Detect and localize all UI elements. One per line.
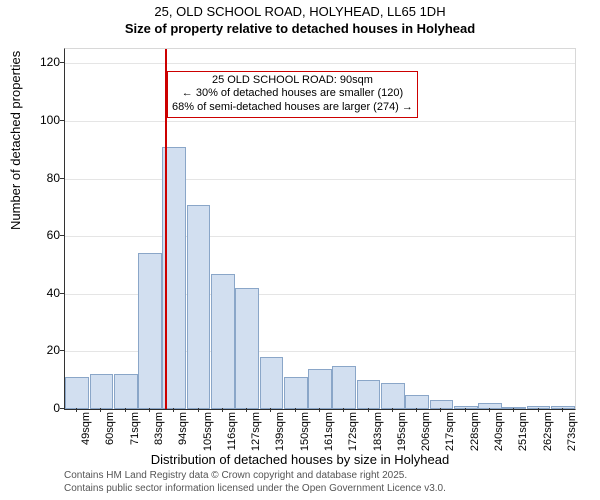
- histogram-bar: [357, 380, 381, 409]
- x-tick-mark: [173, 408, 174, 412]
- x-tick-mark: [198, 408, 199, 412]
- x-tick-label: 262sqm: [542, 412, 554, 451]
- x-tick-label: 273sqm: [566, 412, 578, 451]
- y-tick-mark: [60, 235, 64, 236]
- x-tick-label: 161sqm: [323, 412, 335, 451]
- y-tick-mark: [60, 120, 64, 121]
- histogram-bar: [405, 395, 429, 409]
- y-tick-mark: [60, 178, 64, 179]
- histogram-bar: [308, 369, 332, 409]
- histogram-bar: [260, 357, 284, 409]
- x-tick-label: 94sqm: [177, 412, 189, 445]
- x-tick-mark: [76, 408, 77, 412]
- title-line-2: Size of property relative to detached ho…: [125, 21, 475, 36]
- plot-area: 25 OLD SCHOOL ROAD: 90sqm← 30% of detach…: [64, 48, 576, 410]
- x-tick-mark: [538, 408, 539, 412]
- gridline: [65, 236, 575, 237]
- x-tick-label: 116sqm: [226, 412, 238, 450]
- y-axis-title: Number of detached properties: [8, 51, 23, 230]
- x-tick-mark: [222, 408, 223, 412]
- histogram-bar: [551, 406, 575, 409]
- x-tick-label: 150sqm: [299, 412, 311, 451]
- x-tick-label: 49sqm: [80, 412, 92, 445]
- histogram-bar: [90, 374, 114, 409]
- x-tick-mark: [100, 408, 101, 412]
- y-tick-label: 40: [30, 286, 60, 300]
- x-tick-label: 71sqm: [129, 412, 141, 445]
- histogram-bar: [235, 288, 259, 409]
- x-tick-mark: [125, 408, 126, 412]
- gridline: [65, 179, 575, 180]
- histogram-bar: [211, 274, 235, 409]
- title-line-1: 25, OLD SCHOOL ROAD, HOLYHEAD, LL65 1DH: [154, 4, 445, 19]
- x-tick-mark: [149, 408, 150, 412]
- y-tick-label: 100: [30, 113, 60, 127]
- x-tick-label: 105sqm: [202, 412, 214, 451]
- footer-note: Contains HM Land Registry data © Crown c…: [64, 470, 446, 495]
- histogram-bar: [114, 374, 138, 409]
- x-tick-mark: [368, 408, 369, 412]
- histogram-bar: [454, 406, 478, 409]
- histogram-bar: [138, 253, 162, 409]
- y-tick-mark: [60, 408, 64, 409]
- y-tick-mark: [60, 350, 64, 351]
- x-tick-label: 228sqm: [469, 412, 481, 451]
- footer-line-1: Contains HM Land Registry data © Crown c…: [64, 470, 407, 481]
- x-tick-label: 240sqm: [493, 412, 505, 451]
- x-tick-mark: [343, 408, 344, 412]
- x-tick-label: 206sqm: [420, 412, 432, 451]
- histogram-bar: [187, 205, 211, 409]
- y-tick-label: 120: [30, 55, 60, 69]
- y-tick-label: 60: [30, 228, 60, 242]
- gridline: [65, 121, 575, 122]
- x-tick-mark: [319, 408, 320, 412]
- gridline: [65, 409, 575, 410]
- y-tick-mark: [60, 62, 64, 63]
- chart-container: 25, OLD SCHOOL ROAD, HOLYHEAD, LL65 1DH …: [0, 0, 600, 500]
- x-tick-label: 195sqm: [396, 412, 408, 451]
- x-axis-title: Distribution of detached houses by size …: [0, 452, 600, 467]
- x-tick-mark: [562, 408, 563, 412]
- annotation-line: 68% of semi-detached houses are larger (…: [172, 101, 413, 115]
- x-tick-mark: [270, 408, 271, 412]
- x-tick-label: 83sqm: [153, 412, 165, 445]
- y-tick-label: 80: [30, 171, 60, 185]
- x-tick-label: 251sqm: [517, 412, 529, 451]
- histogram-bar: [332, 366, 356, 409]
- y-tick-label: 20: [30, 343, 60, 357]
- x-tick-mark: [295, 408, 296, 412]
- x-tick-mark: [489, 408, 490, 412]
- annotation-line: 25 OLD SCHOOL ROAD: 90sqm: [172, 74, 413, 88]
- footer-line-2: Contains public sector information licen…: [64, 483, 446, 494]
- annotation-line: ← 30% of detached houses are smaller (12…: [172, 87, 413, 101]
- x-tick-label: 60sqm: [104, 412, 116, 445]
- y-tick-mark: [60, 293, 64, 294]
- x-tick-label: 127sqm: [250, 412, 262, 451]
- x-tick-mark: [465, 408, 466, 412]
- x-tick-label: 183sqm: [372, 412, 384, 451]
- x-tick-mark: [246, 408, 247, 412]
- histogram-bar: [381, 383, 405, 409]
- x-tick-mark: [513, 408, 514, 412]
- x-tick-mark: [416, 408, 417, 412]
- x-tick-label: 217sqm: [444, 412, 456, 451]
- y-tick-label: 0: [30, 401, 60, 415]
- page-title: 25, OLD SCHOOL ROAD, HOLYHEAD, LL65 1DH …: [0, 0, 600, 38]
- x-tick-label: 139sqm: [274, 412, 286, 451]
- gridline: [65, 63, 575, 64]
- x-tick-label: 172sqm: [347, 412, 359, 451]
- annotation-box: 25 OLD SCHOOL ROAD: 90sqm← 30% of detach…: [167, 71, 418, 118]
- x-tick-mark: [440, 408, 441, 412]
- x-tick-mark: [392, 408, 393, 412]
- histogram-bar: [284, 377, 308, 409]
- histogram-bar: [65, 377, 89, 409]
